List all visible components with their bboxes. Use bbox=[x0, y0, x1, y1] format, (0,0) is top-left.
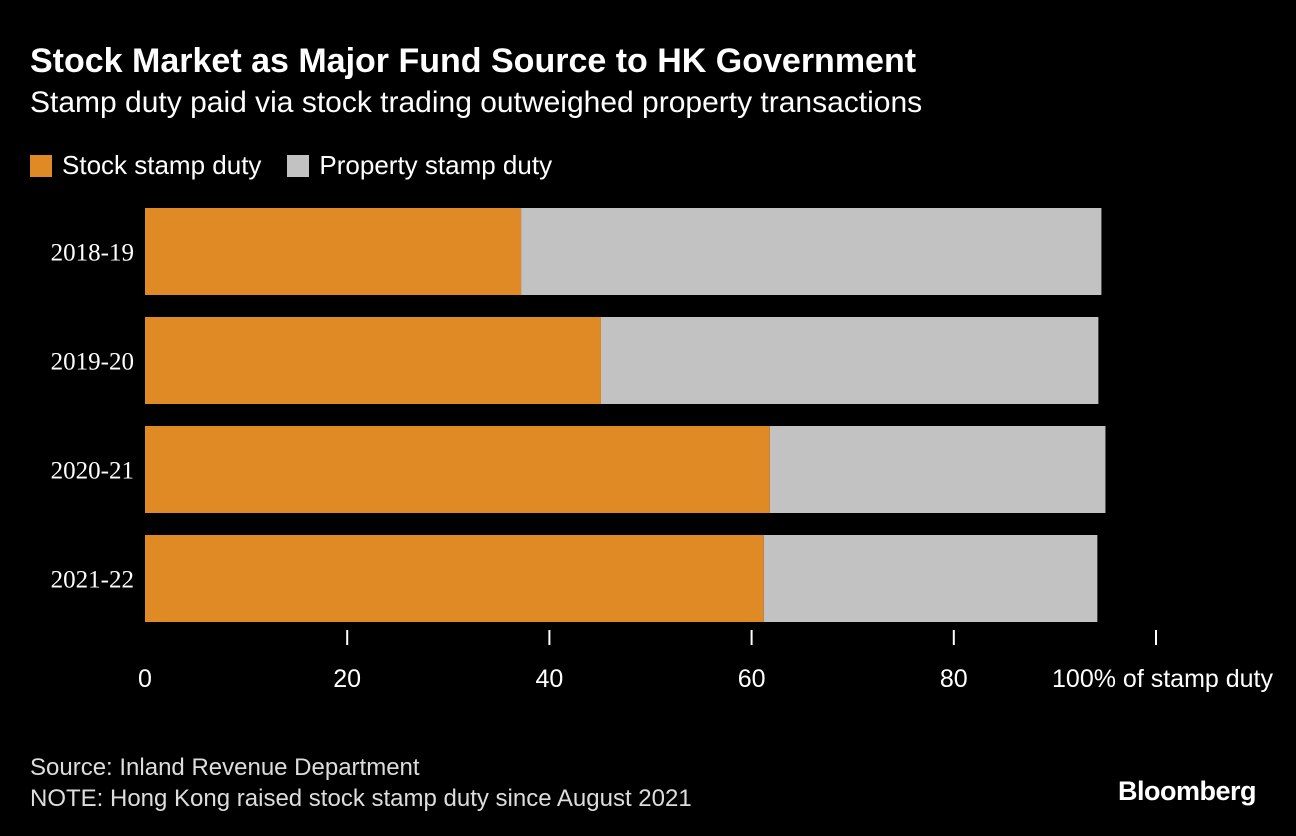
note-text: NOTE: Hong Kong raised stock stamp duty … bbox=[30, 785, 692, 812]
legend-item-property: Property stamp duty bbox=[287, 150, 552, 181]
footnotes: Source: Inland Revenue Department NOTE: … bbox=[30, 752, 692, 814]
chart-title: Stock Market as Major Fund Source to HK … bbox=[30, 42, 917, 80]
bar-stock-2019-20 bbox=[145, 317, 601, 404]
source-text: Source: Inland Revenue Department bbox=[30, 754, 420, 781]
bloomberg-logo: Bloomberg bbox=[1117, 776, 1257, 806]
legend-item-stock: Stock stamp duty bbox=[30, 150, 261, 181]
x-tick-label: 80 bbox=[940, 665, 968, 693]
chart-subtitle: Stamp duty paid via stock trading outwei… bbox=[30, 86, 923, 119]
legend-label-property: Property stamp duty bbox=[319, 150, 553, 180]
x-tick-label: 20 bbox=[333, 665, 361, 693]
legend-swatch-property bbox=[287, 154, 310, 177]
category-label: 2018-19 bbox=[51, 240, 134, 267]
category-label: 2020-21 bbox=[51, 458, 134, 485]
bar-property-2019-20 bbox=[600, 317, 1099, 404]
bar-stock-2020-21 bbox=[145, 426, 770, 513]
legend: Stock stamp duty Property stamp duty bbox=[30, 150, 552, 181]
x-tick-label: 100% of stamp duty bbox=[1052, 665, 1273, 693]
bar-property-2021-22 bbox=[763, 535, 1098, 622]
category-label: 2021-22 bbox=[51, 567, 134, 594]
x-tick-label: 40 bbox=[535, 665, 563, 693]
category-label: 2019-20 bbox=[51, 349, 134, 376]
bar-property-2020-21 bbox=[769, 426, 1106, 513]
x-tick-label: 0 bbox=[138, 665, 152, 693]
legend-label-stock: Stock stamp duty bbox=[62, 150, 262, 180]
bar-stock-2021-22 bbox=[145, 535, 764, 622]
x-tick-label: 60 bbox=[738, 665, 766, 693]
legend-swatch-stock bbox=[30, 154, 52, 177]
bar-property-2018-19 bbox=[521, 208, 1102, 295]
bar-stock-2018-19 bbox=[145, 208, 522, 295]
